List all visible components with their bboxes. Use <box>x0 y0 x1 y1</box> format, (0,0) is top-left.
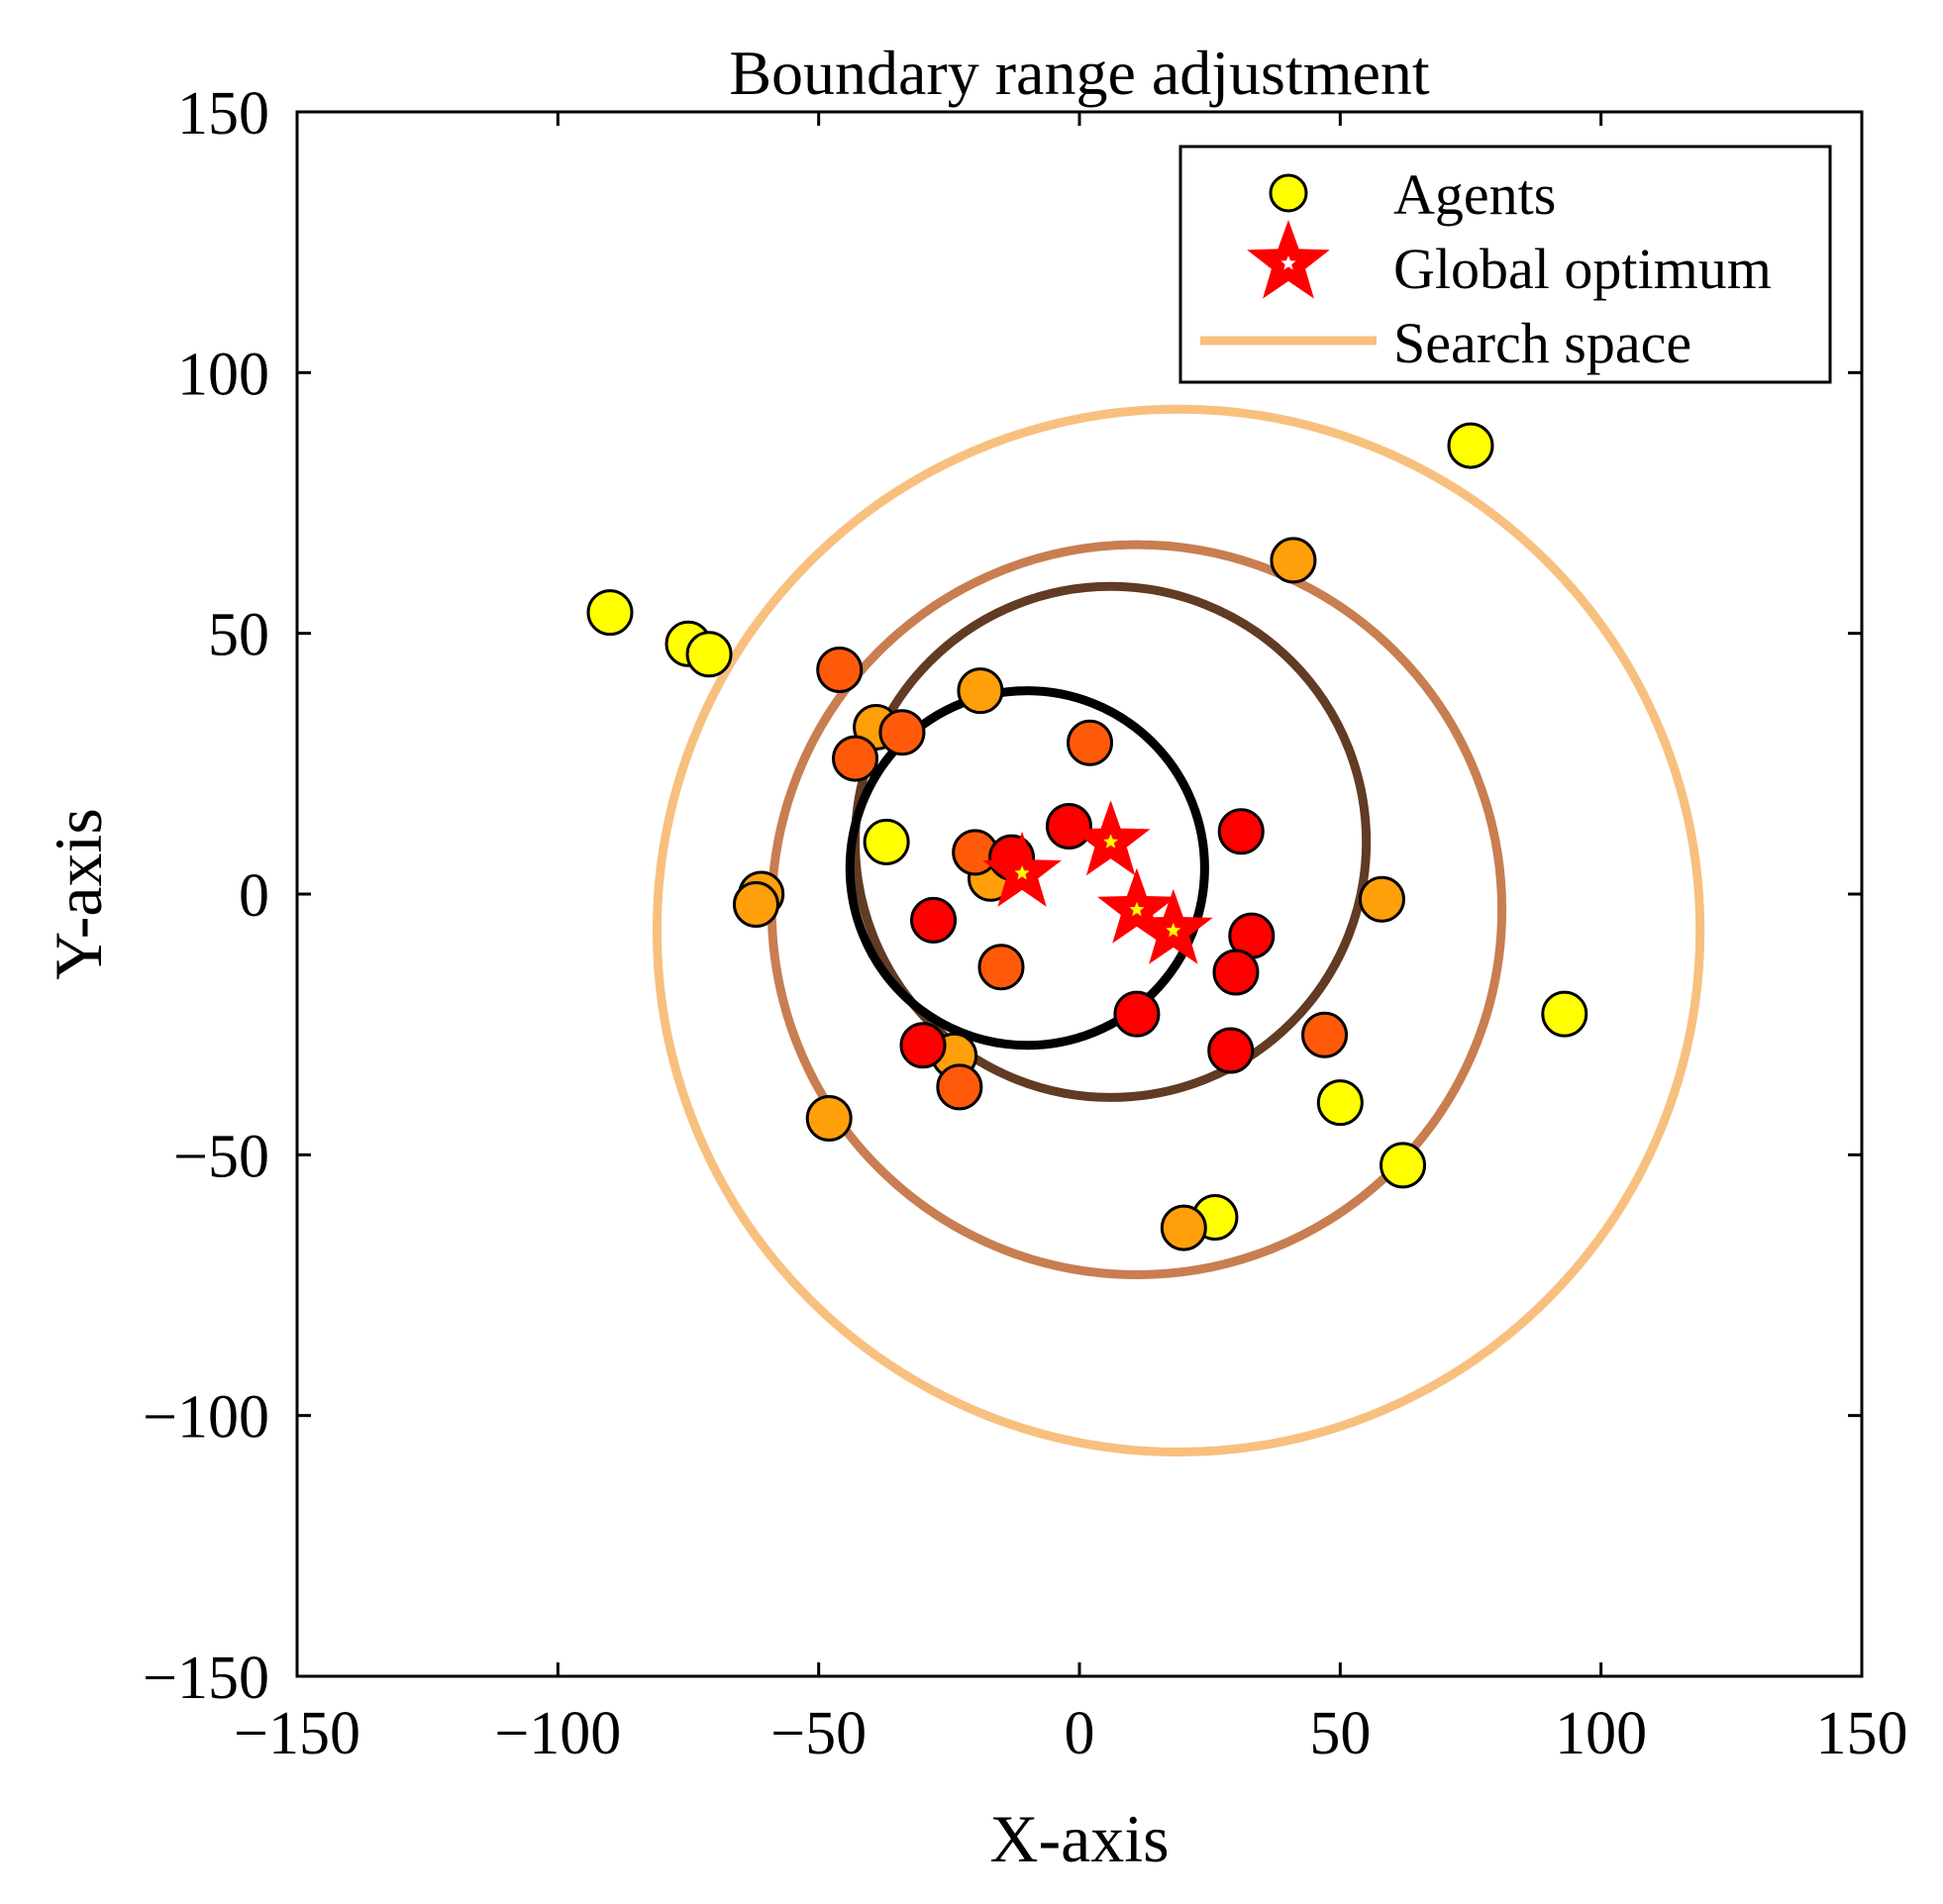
agent-point <box>732 881 779 929</box>
y-tick-label: −150 <box>143 1645 269 1712</box>
y-tick-label: 0 <box>239 862 269 930</box>
search-space-circles <box>652 404 1705 1457</box>
y-tick-label: 50 <box>208 602 269 669</box>
agent-point <box>1316 1079 1364 1127</box>
agent-point <box>1270 537 1317 584</box>
y-axis-label: Y-axis <box>41 808 116 980</box>
agent-point <box>1217 808 1265 855</box>
agent-point <box>1301 1011 1349 1058</box>
chart-title: Boundary range adjustment <box>729 38 1430 108</box>
global-optimum-star-center <box>1166 922 1181 938</box>
agent-point <box>1160 1204 1207 1252</box>
x-tick-label: 100 <box>1555 1700 1647 1767</box>
agent-point <box>957 667 1004 715</box>
global-optimum-stars <box>982 800 1213 964</box>
agent-point <box>1380 1142 1427 1189</box>
search-space-circle-1 <box>652 404 1705 1457</box>
x-tick-label: 150 <box>1816 1700 1908 1767</box>
x-tick-label: −100 <box>494 1700 621 1767</box>
agent-point <box>1212 949 1260 996</box>
agent-point <box>910 896 958 944</box>
agent-point <box>1067 719 1114 766</box>
x-tick-label: −50 <box>770 1700 867 1767</box>
y-tick-label: −100 <box>143 1384 269 1452</box>
agent-point <box>936 1063 983 1111</box>
search-space-circle-4 <box>845 686 1209 1051</box>
agent-point <box>805 1094 853 1142</box>
x-tick-label: 0 <box>1065 1700 1095 1767</box>
y-axis-ticks: −150 −100 −50 0 50 100 150 <box>143 80 1862 1712</box>
agent-point <box>1045 803 1092 851</box>
x-tick-label: 50 <box>1309 1700 1371 1767</box>
agent-point <box>878 709 926 756</box>
y-tick-label: 100 <box>177 341 269 408</box>
agent-point <box>977 944 1025 991</box>
agent-point <box>1207 1027 1255 1074</box>
x-tick-label: −150 <box>234 1700 360 1767</box>
agent-point <box>863 818 910 865</box>
legend-search-space-label: Search space <box>1393 311 1691 375</box>
global-optimum-star-center <box>1103 834 1119 849</box>
agent-point <box>1113 990 1161 1038</box>
global-optimum-star-center <box>1014 864 1030 880</box>
agent-point <box>1541 990 1588 1038</box>
agent-point <box>1447 422 1494 469</box>
agent-point <box>1358 875 1405 923</box>
global-optimum-star-center <box>1129 901 1145 917</box>
legend-global-optimum-label: Global optimum <box>1393 237 1772 301</box>
y-tick-label: 150 <box>177 80 269 148</box>
agent-point <box>899 1022 947 1069</box>
y-tick-label: −50 <box>173 1123 269 1190</box>
x-axis-ticks: −150 −100 −50 0 50 100 150 <box>234 112 1908 1767</box>
agent-point <box>832 735 879 782</box>
legend: Agents Global optimum Search space <box>1178 145 1832 384</box>
legend-star-center <box>1280 255 1296 270</box>
agent-point <box>816 647 864 694</box>
agent-point <box>685 631 733 678</box>
agent-point <box>586 589 634 637</box>
x-axis-label: X-axis <box>989 1801 1169 1876</box>
legend-agents-marker <box>1269 173 1308 213</box>
legend-agents-label: Agents <box>1393 162 1556 227</box>
